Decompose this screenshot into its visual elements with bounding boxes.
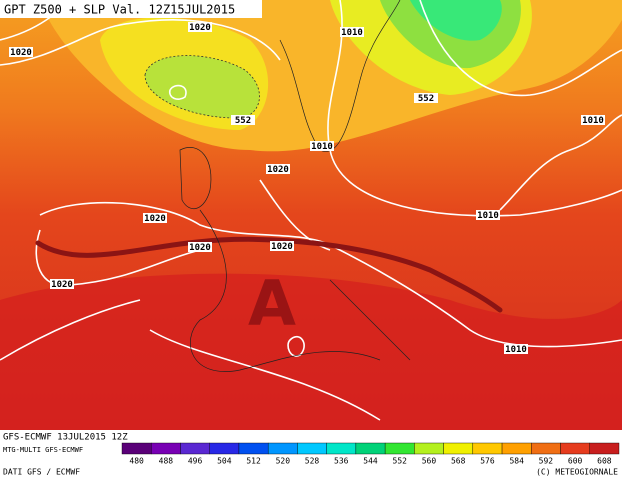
contour-label-box [476,210,500,220]
colorbar-swatch [472,442,503,455]
colorbar-swatch [589,442,620,455]
colorbar-label: 592 [539,457,554,466]
colorbar-label: 488 [159,457,174,466]
552-contour [144,55,260,119]
trough-line [35,236,503,313]
contour-label-box [340,27,364,37]
contour-labels: 1020 1020 1010 552 552 1010 1010 1020 1020 1010 10… [9,22,605,355]
contour-label: 1020 [189,23,211,33]
contour-label-box [504,344,528,354]
colorbar-label: 544 [363,457,378,466]
colorbar-swatch [560,442,590,455]
title-box [0,0,262,18]
colorbar-swatch [384,442,415,455]
colorbar-swatch [180,442,210,455]
colorbar-swatch [121,442,152,455]
contour-label-box [231,115,255,125]
contour-label: 552 [418,94,434,104]
contour-label: 1010 [341,28,363,38]
colorbar-label: 504 [217,457,232,466]
contour-label-box [188,22,212,32]
colorbar-label: 568 [451,457,466,466]
contour-label-box [414,93,438,103]
contour-label-box [310,141,334,151]
colorbar-label: 536 [334,457,349,466]
coastlines [179,0,411,372]
colorbar-label: 496 [188,457,203,466]
teal-zone-north [410,0,502,41]
green-zone [145,55,260,119]
contour-label: 1010 [582,116,604,126]
contour-label: 1010 [477,211,499,221]
contour-label-box [50,279,74,289]
title: GPT Z500 + SLP Val. 12Z15JUL2015 [4,3,235,17]
colorbar: 480 488 496 504 512 520 528 536 544 552 560 568 576 5… [121,442,620,466]
colorbar-label: 480 [129,457,144,466]
contour-label-box [581,115,605,125]
contour-label: 1020 [144,214,166,224]
source-info: DATI GFS / ECMWF [3,468,80,477]
high-pressure-label: A [248,267,296,340]
colorbar-label: 528 [305,457,320,466]
contour-label: 1020 [10,48,32,58]
colorbar-swatch [209,442,240,455]
colorbar-label: 608 [597,457,612,466]
colorbar-label: 520 [276,457,291,466]
contour-label: 1020 [189,243,211,253]
contour-label: 1020 [51,280,73,290]
contour-label: 552 [235,116,251,126]
colorbar-swatch [531,442,561,455]
colorbar-label: 552 [393,457,408,466]
colorbar-label: 560 [422,457,437,466]
colorbar-swatch [238,442,269,455]
colorbar-swatch [151,442,181,455]
contour-label: 1020 [271,242,293,252]
colorbar-swatch [414,442,444,455]
model-info: MTG-MULTI GFS-ECMWF [3,446,83,454]
map [0,0,622,430]
colorbar-label: 512 [246,457,261,466]
colorbar-swatch [297,442,327,455]
colorbar-swatch [355,442,386,455]
colorbar-swatch [267,442,298,455]
colorbar-label: 600 [568,457,583,466]
contour-label-box [143,213,167,223]
contour-label: 1010 [505,345,527,355]
colorbar-swatch [501,442,532,455]
contour-label-box [9,47,33,57]
colorbar-label: 584 [509,457,524,466]
colorbar-swatch [326,442,357,455]
credit: (C) METEOGIORNALE [536,468,618,477]
colorbar-label: 576 [480,457,495,466]
colorbar-swatch [443,442,474,455]
contour-label-box [270,241,294,251]
contour-label: 1010 [311,142,333,152]
contour-label-box [188,242,212,252]
contour-label-box [266,164,290,174]
run-info: GFS-ECMWF 13JUL2015 12Z [3,433,128,443]
red-zone [0,273,622,430]
contour-label: 1020 [267,165,289,175]
footer [0,430,622,480]
